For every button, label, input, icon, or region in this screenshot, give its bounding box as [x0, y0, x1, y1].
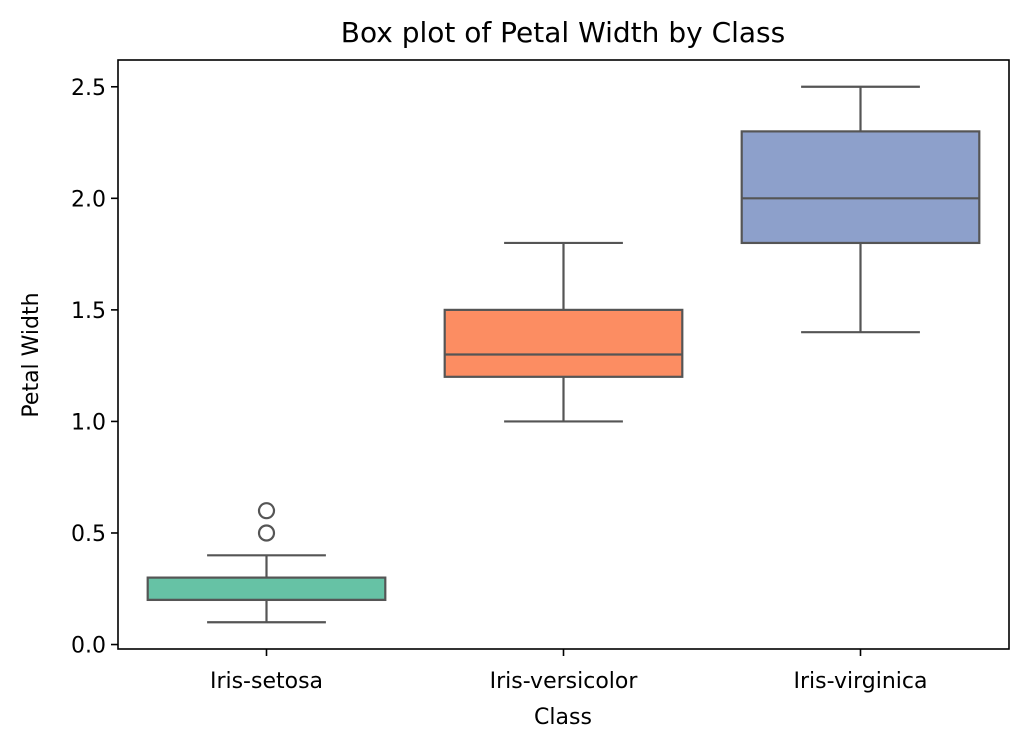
- x-tick-label: Iris-versicolor: [490, 669, 639, 694]
- box-iris-setosa: [146, 502, 387, 624]
- y-tick-label: 1.5: [71, 299, 106, 324]
- box-iris-versicolor: [443, 241, 684, 423]
- x-axis-label: Class: [534, 705, 592, 730]
- iqr-box: [443, 308, 684, 378]
- x-tick-label: Iris-setosa: [210, 669, 323, 694]
- y-axis: 0.0 0.5 1.0 1.5 2.0 2.5: [71, 76, 118, 659]
- x-tick-label: Iris-virginica: [794, 669, 928, 694]
- outlier-point: [257, 524, 276, 542]
- y-tick-label: 2.5: [71, 76, 106, 101]
- iqr-box: [740, 130, 981, 245]
- chart-title: Box plot of Petal Width by Class: [341, 16, 786, 49]
- iqr-box: [146, 576, 387, 602]
- y-tick-label: 1.0: [71, 410, 106, 435]
- y-axis-label: Petal Width: [19, 292, 44, 417]
- y-tick-label: 0.0: [71, 634, 106, 659]
- boxes-group: [146, 85, 981, 624]
- x-axis: Iris-setosa Iris-versicolor Iris-virginica: [210, 649, 928, 694]
- y-tick-label: 0.5: [71, 522, 106, 547]
- box-iris-virginica: [740, 85, 981, 334]
- outlier-point: [257, 502, 276, 520]
- y-tick-label: 2.0: [71, 187, 106, 212]
